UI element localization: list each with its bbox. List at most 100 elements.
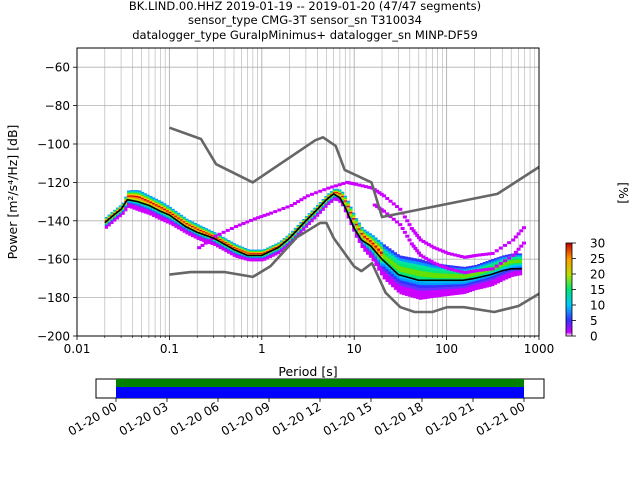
density-cell	[432, 290, 436, 293]
density-cell	[318, 202, 323, 204]
density-cell	[249, 251, 253, 253]
density-cell	[135, 190, 139, 192]
density-cell	[238, 246, 242, 248]
density-cell	[160, 204, 164, 206]
density-cell	[160, 213, 164, 216]
branch-cell	[407, 223, 412, 227]
density-cell	[474, 280, 478, 284]
density-cell	[480, 273, 484, 277]
density-cell	[374, 249, 378, 252]
density-cell	[235, 245, 239, 247]
density-cell	[321, 199, 325, 201]
density-cell	[149, 213, 153, 216]
density-cell	[157, 213, 161, 216]
density-cell	[135, 197, 139, 200]
density-cell	[510, 258, 514, 261]
density-cell	[482, 280, 486, 283]
density-cell	[455, 280, 459, 283]
density-cell	[177, 224, 181, 226]
density-cell	[354, 236, 359, 238]
density-cell	[432, 270, 436, 274]
density-cell	[218, 246, 222, 249]
density-cell	[327, 199, 331, 201]
density-cell	[371, 235, 375, 238]
density-cell	[171, 208, 175, 211]
density-cell	[338, 199, 342, 201]
density-cell	[446, 284, 450, 288]
density-cell	[149, 208, 153, 211]
density-cell	[363, 243, 367, 246]
density-cell	[307, 222, 311, 224]
density-cell	[446, 271, 450, 275]
density-cell	[502, 257, 506, 260]
density-cell	[188, 231, 192, 233]
density-cell	[110, 217, 114, 220]
density-cell	[185, 221, 189, 224]
density-cell	[327, 200, 331, 202]
density-cell	[391, 255, 395, 259]
density-cell	[274, 246, 278, 249]
density-cell	[118, 211, 122, 214]
density-cell	[160, 209, 164, 212]
density-cell	[213, 232, 217, 234]
density-cell	[124, 199, 128, 202]
density-cell	[271, 251, 275, 253]
density-cell	[327, 194, 331, 196]
density-cell	[463, 282, 467, 285]
density-cell	[513, 274, 517, 277]
density-cell	[379, 260, 384, 264]
density-cell	[477, 263, 481, 267]
density-cell	[396, 286, 400, 290]
density-cell	[221, 239, 225, 241]
density-cell	[296, 224, 300, 227]
density-cell	[410, 266, 414, 270]
density-cell	[252, 260, 256, 262]
density-cell	[188, 228, 192, 231]
density-cell	[413, 275, 417, 279]
density-cell	[232, 251, 236, 253]
density-cell	[441, 273, 445, 277]
density-cell	[207, 237, 211, 239]
density-cell	[110, 220, 114, 222]
density-cell	[388, 250, 392, 254]
density-cell	[404, 259, 409, 263]
density-cell	[435, 289, 439, 293]
density-cell	[202, 238, 206, 240]
density-cell	[257, 252, 261, 255]
density-cell	[416, 258, 420, 262]
density-cell	[246, 251, 250, 253]
density-cell	[377, 244, 381, 247]
density-cell	[446, 269, 450, 272]
density-cell	[268, 247, 272, 250]
density-cell	[152, 212, 156, 215]
density-cell	[299, 230, 303, 232]
branch-cell	[498, 261, 503, 265]
density-cell	[124, 210, 128, 212]
density-cell	[321, 207, 325, 209]
density-cell	[213, 244, 217, 246]
density-cell	[168, 213, 172, 215]
density-cell	[118, 214, 122, 216]
density-cell	[268, 248, 272, 250]
density-cell	[416, 270, 420, 274]
density-cell	[338, 192, 342, 194]
density-cell	[379, 242, 384, 245]
density-cell	[499, 274, 503, 277]
density-cell	[185, 224, 189, 226]
density-cell	[260, 260, 264, 262]
density-cell	[352, 222, 356, 224]
density-cell	[104, 223, 108, 225]
density-cell	[221, 240, 225, 242]
density-cell	[399, 285, 403, 289]
density-cell	[160, 207, 164, 209]
density-cell	[485, 264, 489, 267]
density-cell	[104, 222, 108, 224]
density-cell	[505, 256, 509, 259]
density-cell	[254, 253, 259, 255]
density-cell	[207, 242, 211, 244]
density-cell	[132, 201, 136, 203]
density-cell	[154, 207, 159, 209]
density-cell	[266, 257, 270, 259]
density-cell	[177, 213, 181, 216]
branch-cell	[241, 221, 246, 225]
